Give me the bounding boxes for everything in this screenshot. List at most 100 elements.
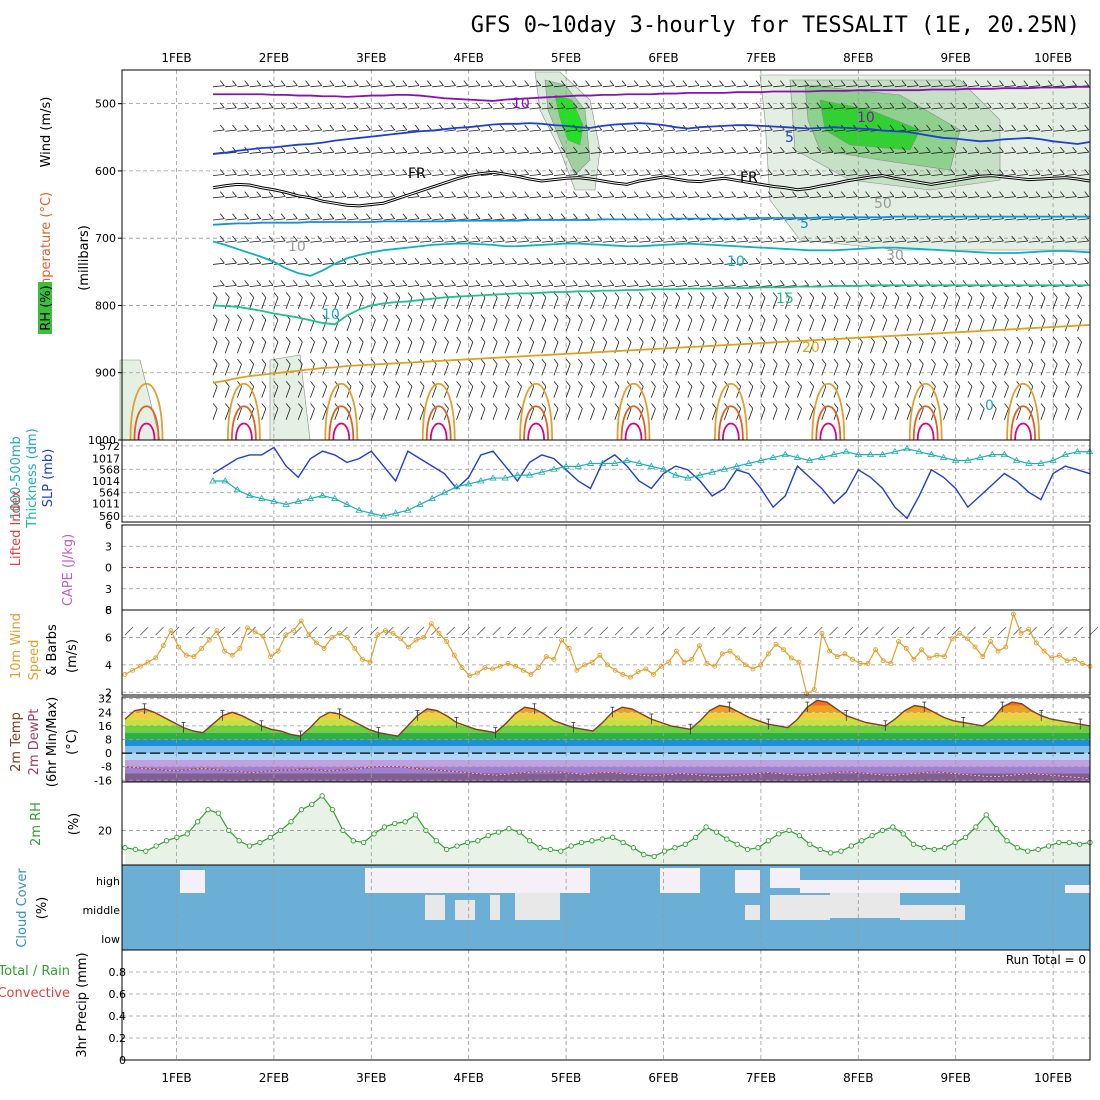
date-label-top: 7FEB (746, 51, 776, 65)
wind-barb (858, 240, 870, 243)
wind-barb-flag (687, 403, 693, 409)
wind-barb (936, 626, 946, 636)
wind-barb (894, 319, 900, 332)
wind-barb (456, 408, 462, 420)
wind-barb-flag (626, 336, 632, 343)
wind-barb-flag (1060, 191, 1065, 197)
wind-barb (322, 284, 334, 288)
wind-barb (833, 240, 846, 243)
wind-barb-flag (524, 191, 529, 197)
wind-barb (247, 626, 256, 636)
wind-barb (1004, 129, 1016, 132)
wind-barb (212, 364, 218, 376)
wind-barb (752, 626, 762, 636)
wind-barb (858, 218, 870, 221)
wind-barb (468, 262, 481, 265)
wind-barb (565, 297, 571, 309)
wind-barb-flag (553, 336, 559, 343)
wind-speed-point (444, 639, 450, 644)
wind-barb-flag (882, 314, 888, 320)
wind-barb-flag (901, 124, 907, 131)
warm-contour (425, 405, 452, 441)
wind-barb (845, 408, 851, 420)
wind-barb-flag (475, 146, 481, 153)
wind-barb (663, 129, 675, 132)
wind-barb (918, 319, 924, 332)
wind-barb (906, 173, 919, 177)
wind-barb (967, 408, 973, 420)
wind-barb (566, 240, 578, 243)
wind-barb (286, 107, 298, 110)
wind-barb-flag (853, 102, 858, 109)
wind-barb-flag (724, 314, 729, 320)
wind-barb-flag (816, 80, 822, 86)
wind-barb (286, 284, 298, 288)
wind-speed-point (1064, 658, 1070, 664)
wind-barb (286, 173, 298, 177)
wind-barb-flag (487, 257, 493, 264)
wind-barb (456, 196, 468, 199)
contour-label: 5 (800, 216, 809, 232)
wind-barb-flag (804, 235, 810, 242)
wind-barb (846, 218, 858, 221)
rh-series (124, 794, 1091, 857)
wind-barb-flag (999, 146, 1004, 153)
wind-barb (979, 364, 985, 376)
panel-label-lifted-index: Lifted Index (9, 489, 24, 566)
wind-barb-flag (244, 102, 249, 109)
wind-barb (432, 107, 444, 110)
wind-speed-point (206, 637, 212, 643)
wind-barb-flag (383, 336, 388, 343)
wind-barb-flag (979, 314, 985, 320)
rh-point (454, 843, 460, 849)
cloud-high-block (770, 868, 800, 888)
wind-barb (906, 408, 912, 420)
wind-barb (310, 151, 322, 154)
wind-barb-flag (305, 169, 310, 175)
wind-barb-flag (706, 280, 712, 286)
wind-barb-flag (402, 280, 408, 286)
wind-barb (955, 151, 968, 154)
rh-point (132, 846, 139, 853)
wind-speed-point (719, 651, 725, 657)
wind-barb (370, 408, 376, 420)
precip-tick-label: 0.2 (109, 1032, 127, 1045)
wind-barb (285, 341, 291, 354)
wind-barb-flag (663, 403, 668, 409)
contour-label: 5 (785, 130, 794, 146)
wind-barb (249, 284, 261, 288)
wind-barb (334, 408, 340, 420)
rh-point (724, 836, 730, 842)
wind-barb-flag (358, 336, 364, 343)
wind-barb (443, 319, 449, 332)
wind-barb (773, 151, 785, 154)
cloud-high-block (660, 868, 700, 893)
wind-barb (493, 107, 505, 110)
wind-barb-flag (646, 124, 651, 131)
wind-barb (699, 240, 712, 243)
wind-barb (383, 151, 395, 154)
thickness-point (927, 450, 936, 458)
wind-barb (980, 107, 992, 110)
wind-barb-flag (926, 80, 931, 86)
wind-barb-flag (767, 280, 773, 286)
wind-barb-flag (322, 336, 328, 343)
wind-barb-flag (590, 403, 595, 409)
wind-barb (201, 626, 210, 636)
wind-barb-flag (853, 257, 858, 264)
rh-point (589, 838, 595, 844)
wind-barb-flag (1011, 146, 1016, 153)
wind-barb (602, 284, 614, 288)
rh-point (682, 841, 688, 847)
wind-barb-flag (1065, 292, 1070, 298)
wind-barb (736, 151, 748, 154)
wind-barb-flag (1060, 80, 1065, 86)
wind-barb (1028, 240, 1041, 243)
pressure-tick-label: 700 (95, 232, 116, 245)
wind-barb (285, 319, 291, 332)
wind-barb-flag (475, 213, 481, 220)
rh-legend-swatch (38, 282, 52, 334)
wind-barb (446, 626, 455, 636)
wind-barb-flag (346, 358, 352, 365)
wind-barb (772, 319, 778, 332)
